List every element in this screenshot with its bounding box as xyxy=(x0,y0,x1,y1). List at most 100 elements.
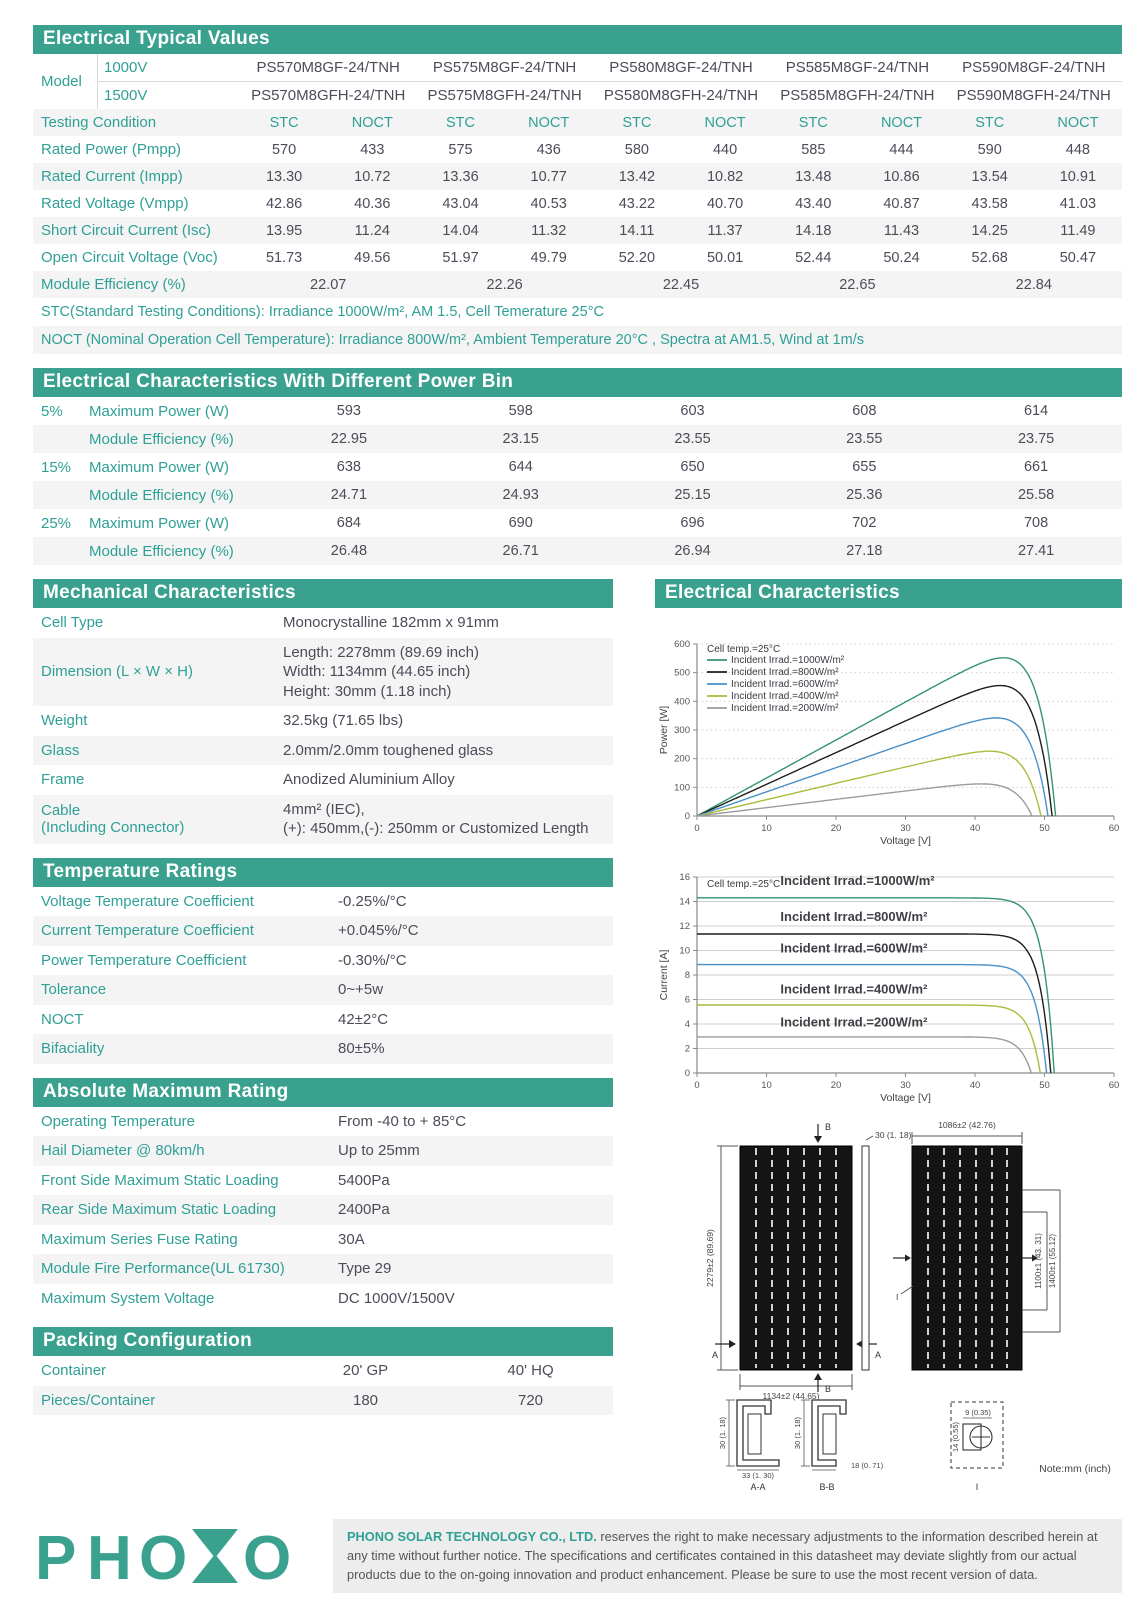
table-row: Tolerance 0~+5w xyxy=(33,975,613,1005)
table-row: Rated Voltage (Vmpp) 42.86 40.36 43.04 40.53… xyxy=(33,190,1122,217)
row-label: Maximum Power (W) xyxy=(89,458,230,476)
svg-text:Incident Irrad.=200W/m²: Incident Irrad.=200W/m² xyxy=(780,1014,928,1029)
svg-text:12: 12 xyxy=(679,921,690,932)
row-label: Tolerance xyxy=(41,981,107,999)
row-value: 42±2°C xyxy=(338,1010,389,1028)
packing-table: Container 20' GP 40' HQ Pieces/Container 180… xyxy=(33,1356,613,1415)
row-label: Bifaciality xyxy=(41,1040,105,1058)
svg-text:0: 0 xyxy=(694,823,699,834)
dim-hole-inner-label: 1100±1 (43. 31) xyxy=(1034,1233,1043,1289)
value-cell: 13.36 xyxy=(442,168,479,185)
detail-leader-label: I xyxy=(896,1292,898,1302)
temperature-section: Temperature Ratings Voltage Temperature … xyxy=(33,857,613,1064)
electrical-typical-values-section: Electrical Typical Values Model 1000V PS57… xyxy=(33,25,1122,354)
value-cell: 10.91 xyxy=(1059,168,1097,185)
svg-text:Incident Irrad.=800W/m²: Incident Irrad.=800W/m² xyxy=(731,667,839,678)
svg-text:Current [A]: Current [A] xyxy=(658,950,670,1001)
company-name: PHONO SOLAR TECHNOLOGY CO., LTD. xyxy=(347,1529,597,1544)
value-cell: 10.82 xyxy=(706,168,744,185)
side-view: 30 (1. 18) xyxy=(861,1130,912,1371)
svg-text:600: 600 xyxy=(674,639,690,650)
model-name-1000: PS580M8GF-24/TNH xyxy=(592,54,770,82)
row-label: Maximum Series Fuse Rating xyxy=(41,1230,238,1248)
noct-note: NOCT (Nominal Operation Cell Temperature… xyxy=(33,326,1122,354)
table-row: Bifaciality 80±5% xyxy=(33,1034,613,1064)
voltage-1000-label: 1000V xyxy=(97,54,240,82)
value-cell: 51.97 xyxy=(442,249,479,266)
value-cell: 448 xyxy=(1065,141,1090,158)
value-cell: 433 xyxy=(360,141,385,158)
row-value: Type 29 xyxy=(338,1260,392,1277)
row-label: Voltage Temperature Coefficient xyxy=(41,892,254,910)
svg-text:Incident Irrad.=200W/m²: Incident Irrad.=200W/m² xyxy=(731,703,839,714)
value-cell: 27.18 xyxy=(846,543,883,559)
power-bin-row: 25% Maximum Power (W) 684 690 696 702 708 xyxy=(33,509,1122,537)
legal-text: PHONO SOLAR TECHNOLOGY CO., LTD. reserve… xyxy=(333,1519,1122,1593)
value-cell: 25.36 xyxy=(846,487,883,503)
value-cell: 598 xyxy=(508,403,533,419)
row-value: -0.25%/°C xyxy=(338,892,407,910)
value-cell: 10.77 xyxy=(530,168,567,185)
dim-rear-width-label: 1086±2 (42.76) xyxy=(938,1120,996,1130)
table-row: Dimension (L × W × H) Length: 2278mm (89.… xyxy=(33,637,613,706)
module-efficiency-row: Module Efficiency (%) 22.07 22.26 22.45 22.6… xyxy=(33,271,1122,298)
svg-text:H: H xyxy=(87,1525,130,1587)
table-row: Cable (Including Connector) 4mm² (IEC), (… xyxy=(33,794,613,844)
value-cell: 25.15 xyxy=(674,487,711,503)
table-row: Rated Current (Impp) 13.30 10.72 13.36 10.77… xyxy=(33,163,1122,190)
table-row: Cell Type Monocrystalline 182mm x 91mm xyxy=(33,608,613,638)
row-label: Rated Current (Impp) xyxy=(41,168,183,185)
value-cell: 43.22 xyxy=(618,195,656,212)
section-b-arrows: B B xyxy=(814,1122,831,1394)
row-label: Frame xyxy=(41,771,85,789)
absolute-max-section: Absolute Maximum Rating Operating Temper… xyxy=(33,1077,613,1314)
table-row: Glass 2.0mm/2.0mm toughened glass xyxy=(33,735,613,765)
value-cell: 638 xyxy=(336,459,361,475)
value-cell: 13.54 xyxy=(971,168,1008,185)
row-value: 2400Pa xyxy=(338,1201,390,1218)
stc-header: STC xyxy=(798,114,828,131)
svg-text:40: 40 xyxy=(970,823,981,834)
cs-b-caption: B-B xyxy=(819,1482,834,1492)
right-column: Electrical Characteristics 0 10 20 30 40 50 60… xyxy=(655,579,1122,1499)
table-row: Operating Temperature From -40 to + 85°C xyxy=(33,1107,613,1137)
svg-text:14: 14 xyxy=(679,897,690,908)
svg-text:Voltage [V]: Voltage [V] xyxy=(880,1092,931,1104)
svg-text:8: 8 xyxy=(685,970,690,981)
row-label: Short Circuit Current (Isc) xyxy=(41,222,212,239)
value-cell: 440 xyxy=(712,141,738,158)
svg-text:Incident Irrad.=1000W/m²: Incident Irrad.=1000W/m² xyxy=(731,655,845,666)
value-cell: 661 xyxy=(1023,459,1049,475)
value-cell: 26.94 xyxy=(674,543,711,559)
value-cell: 52.20 xyxy=(618,249,656,266)
section-title-power-bin: Electrical Characteristics With Differen… xyxy=(33,368,1122,397)
stc-header: STC xyxy=(622,114,652,131)
svg-text:Incident Irrad.=400W/m²: Incident Irrad.=400W/m² xyxy=(780,981,928,996)
svg-text:200: 200 xyxy=(674,754,690,765)
svg-text:4: 4 xyxy=(685,1019,690,1030)
row-value: Up to 25mm xyxy=(338,1142,420,1159)
table-row: Current Temperature Coefficient +0.045%/°… xyxy=(33,916,613,946)
stc-header: STC xyxy=(975,114,1005,131)
model-label: Model xyxy=(41,73,82,90)
value-cell: 41.03 xyxy=(1059,195,1097,212)
value-cell: 51.73 xyxy=(265,249,303,266)
value-cell: 13.48 xyxy=(795,168,832,185)
row-label: Rated Power (Pmpp) xyxy=(41,141,182,158)
svg-text:Incident Irrad.=400W/m²: Incident Irrad.=400W/m² xyxy=(731,691,839,702)
value-cell: 43.40 xyxy=(795,195,832,212)
power-bin-row: 15% Maximum Power (W) 638 644 650 655 661 xyxy=(33,453,1122,481)
row-value: Length: 2278mm (89.69 inch) Width: 1134m… xyxy=(283,643,479,700)
value-cell: 570 xyxy=(271,141,297,158)
svg-text:10: 10 xyxy=(761,823,772,834)
mechanical-table: Cell Type Monocrystalline 182mm x 91mm Dim… xyxy=(33,608,613,844)
row-label: Current Temperature Coefficient xyxy=(41,922,254,940)
model-name-1000: PS590M8GF-24/TNH xyxy=(945,54,1122,82)
voltage-1500-label: 1500V xyxy=(97,82,240,109)
svg-text:0: 0 xyxy=(685,1068,690,1079)
svg-text:400: 400 xyxy=(674,696,690,707)
row-label: Glass xyxy=(41,741,80,759)
value-cell: 436 xyxy=(536,141,561,158)
